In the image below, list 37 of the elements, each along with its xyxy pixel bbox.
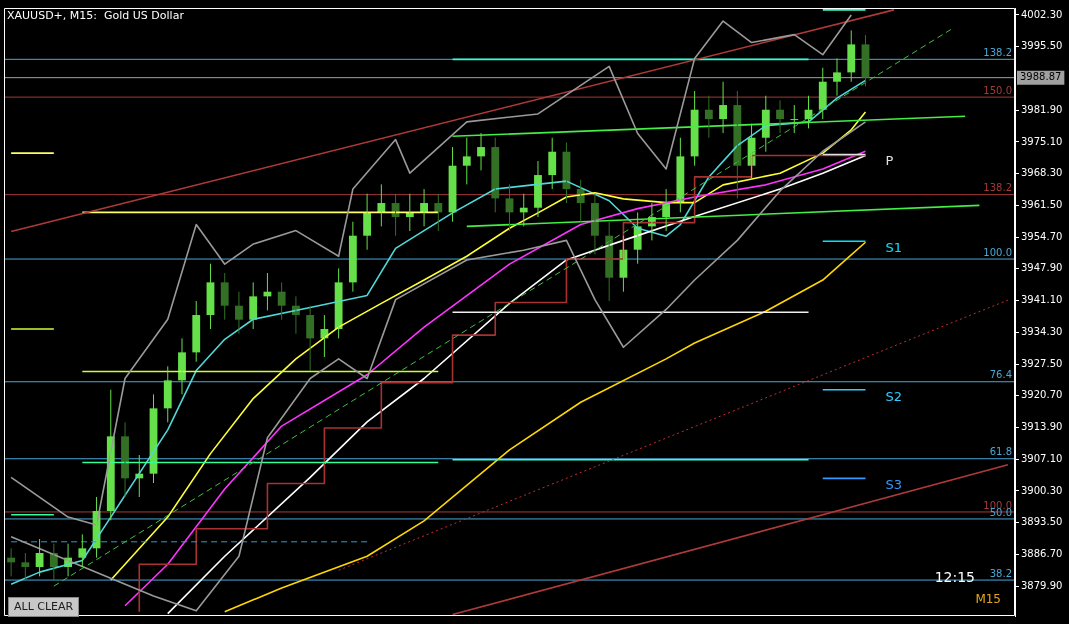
y-tick-label: 3927.50 — [1021, 357, 1063, 369]
ref-line-label: 3988.87 — [1020, 71, 1062, 83]
y-tick-label: 3900.30 — [1021, 484, 1063, 496]
series-label: P — [885, 153, 894, 169]
y-tick-label: 3886.70 — [1021, 548, 1063, 559]
y-tick-label: 3975.10 — [1021, 135, 1063, 147]
y-tick-label: 3968.30 — [1021, 167, 1063, 179]
annotation: 138.2 — [983, 46, 1012, 58]
candlestick — [462, 137, 471, 185]
annotation: 138.2 — [983, 182, 1012, 194]
clear-button: ALL CLEAR — [8, 597, 80, 617]
y-tick-label: 3941.10 — [1021, 294, 1063, 306]
chart-title: XAUUSD+, M15: Gold US Dollar — [7, 9, 185, 23]
annotation: 61.8 — [989, 446, 1012, 458]
candlestick — [21, 552, 30, 582]
y-tick-label: 3981.90 — [1021, 103, 1063, 115]
y-tick-label: 4002.30 — [1021, 8, 1063, 20]
annotation: 12:15 — [934, 568, 975, 585]
series-label: S2 — [885, 388, 903, 404]
y-tick-label: 3934.30 — [1021, 325, 1063, 337]
y-tick-label: 3920.70 — [1021, 389, 1063, 401]
y-tick-label: 3913.90 — [1021, 421, 1063, 433]
series-label: S3 — [885, 477, 903, 493]
annotation: M15 — [975, 592, 1001, 607]
candlestick — [220, 272, 229, 321]
y-tick-label: 3947.90 — [1021, 262, 1063, 274]
y-tick-label: 3961.50 — [1021, 198, 1063, 210]
annotation: 76.4 — [989, 369, 1012, 381]
y-tick-label: 3893.50 — [1021, 516, 1063, 528]
annotation: 100.0 — [983, 246, 1012, 258]
y-tick-label: 3879.90 — [1021, 579, 1063, 591]
y-tick-label: 3995.50 — [1021, 40, 1063, 52]
y-tick-label: 3954.70 — [1021, 230, 1063, 242]
annotation: 38.2 — [989, 567, 1012, 579]
series-label: S1 — [885, 240, 903, 256]
y-tick-label: 3907.10 — [1021, 452, 1063, 464]
annotation: 150.0 — [983, 84, 1012, 96]
